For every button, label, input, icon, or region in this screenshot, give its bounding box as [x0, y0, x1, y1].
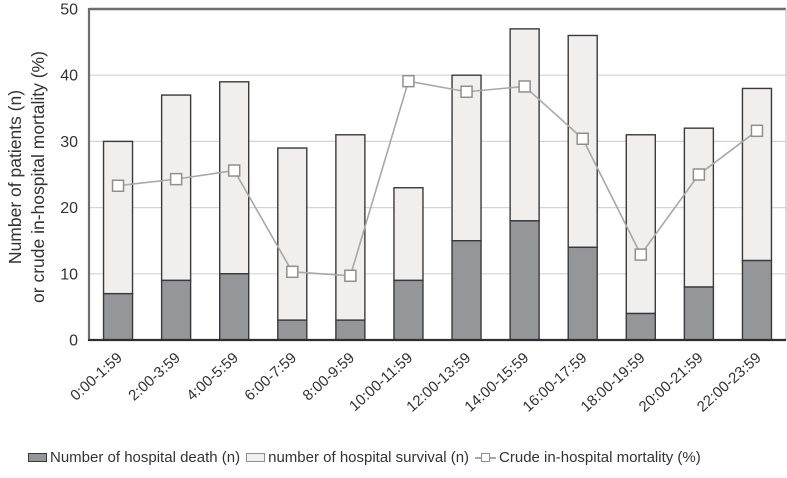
death-bar-swatch-icon [28, 453, 47, 462]
y-tick-label: 30 [60, 134, 78, 151]
bar-death-segment [625, 312, 656, 341]
mortality-marker [344, 269, 357, 283]
legend-label-survival: number of hospital survival (n) [268, 449, 470, 466]
bar-death-segment [451, 239, 482, 341]
bar-death-segment [393, 279, 424, 341]
legend-item-mortality: Crude in-hospital mortality (%) [475, 449, 701, 466]
legend-label-mortality: Crude in-hospital mortality (%) [499, 449, 701, 466]
mortality-marker [634, 248, 648, 261]
bar-survival-segment [741, 87, 773, 262]
bar-survival-segment [509, 28, 540, 222]
bar-survival-segment [277, 147, 308, 321]
bar-death-segment [509, 220, 540, 341]
x-axis-label: 8:00-9:59 [300, 349, 358, 404]
mortality-marker [169, 172, 183, 186]
y-tick-label: 0 [69, 333, 78, 350]
bar-survival-segment [335, 134, 366, 321]
bar-death-segment [741, 259, 773, 341]
mortality-marker [227, 164, 241, 177]
bar-survival-segment [219, 81, 250, 275]
x-axis-label: 2:00-3:59 [125, 349, 183, 404]
mortality-marker-square-icon [481, 453, 491, 462]
mortality-marker [460, 85, 473, 98]
mortality-marker [750, 124, 764, 138]
bar-death-segment [102, 292, 134, 341]
y-tick-label: 10 [60, 266, 78, 283]
mortality-marker [692, 168, 706, 181]
y-axis-title-line2: or crude in-hospital mortality (%) [27, 51, 48, 303]
x-axis-label: 0:00-1:59 [67, 349, 125, 404]
bar-survival-segment [102, 140, 134, 295]
legend-label-death: Number of hospital death (n) [50, 449, 241, 466]
bar-death-segment [683, 286, 715, 341]
mortality-line-marker-icon [475, 451, 497, 464]
y-axis-title-line1: Number of patients (n) [5, 89, 25, 265]
x-axis-label: 4:00-5:59 [183, 349, 241, 404]
mortality-marker [576, 132, 589, 146]
survival-bar-swatch-icon [246, 453, 266, 462]
y-tick-label: 50 [60, 2, 78, 19]
bar-death-segment [277, 319, 308, 341]
mortality-line [117, 80, 758, 277]
x-axis-label: 22:00-23:59 [694, 349, 765, 415]
mortality-marker [518, 80, 531, 93]
y-tick-label: 20 [60, 200, 78, 217]
legend-item-death: Number of hospital death (n) [28, 449, 240, 466]
bar-survival-segment [160, 94, 192, 282]
bar-survival-segment [683, 127, 715, 288]
mortality-marker [402, 74, 415, 88]
chart-legend: Number of hospital death (n) number of h… [0, 449, 787, 466]
bar-survival-segment [625, 134, 656, 315]
bar-death-segment [160, 279, 192, 341]
y-tick-label: 40 [60, 68, 78, 85]
bar-survival-segment [393, 187, 424, 282]
mortality-marker [111, 179, 125, 193]
y-axis-title: Number of patients (n) or crude in-hospi… [4, 0, 50, 357]
mortality-marker [286, 265, 299, 279]
bar-death-segment [567, 246, 598, 341]
stacked-bar-line-chart: 0 10 20 30 40 50 0:00-1:59 2:00-3:59 4:00-5:59 6:… [60, 2, 787, 416]
bar-death-segment [219, 273, 250, 341]
x-axis-label: 6:00-7:59 [241, 349, 299, 404]
bar-death-segment [335, 319, 366, 341]
legend-item-survival: number of hospital survival (n) [246, 449, 469, 466]
bar-survival-segment [451, 74, 482, 242]
